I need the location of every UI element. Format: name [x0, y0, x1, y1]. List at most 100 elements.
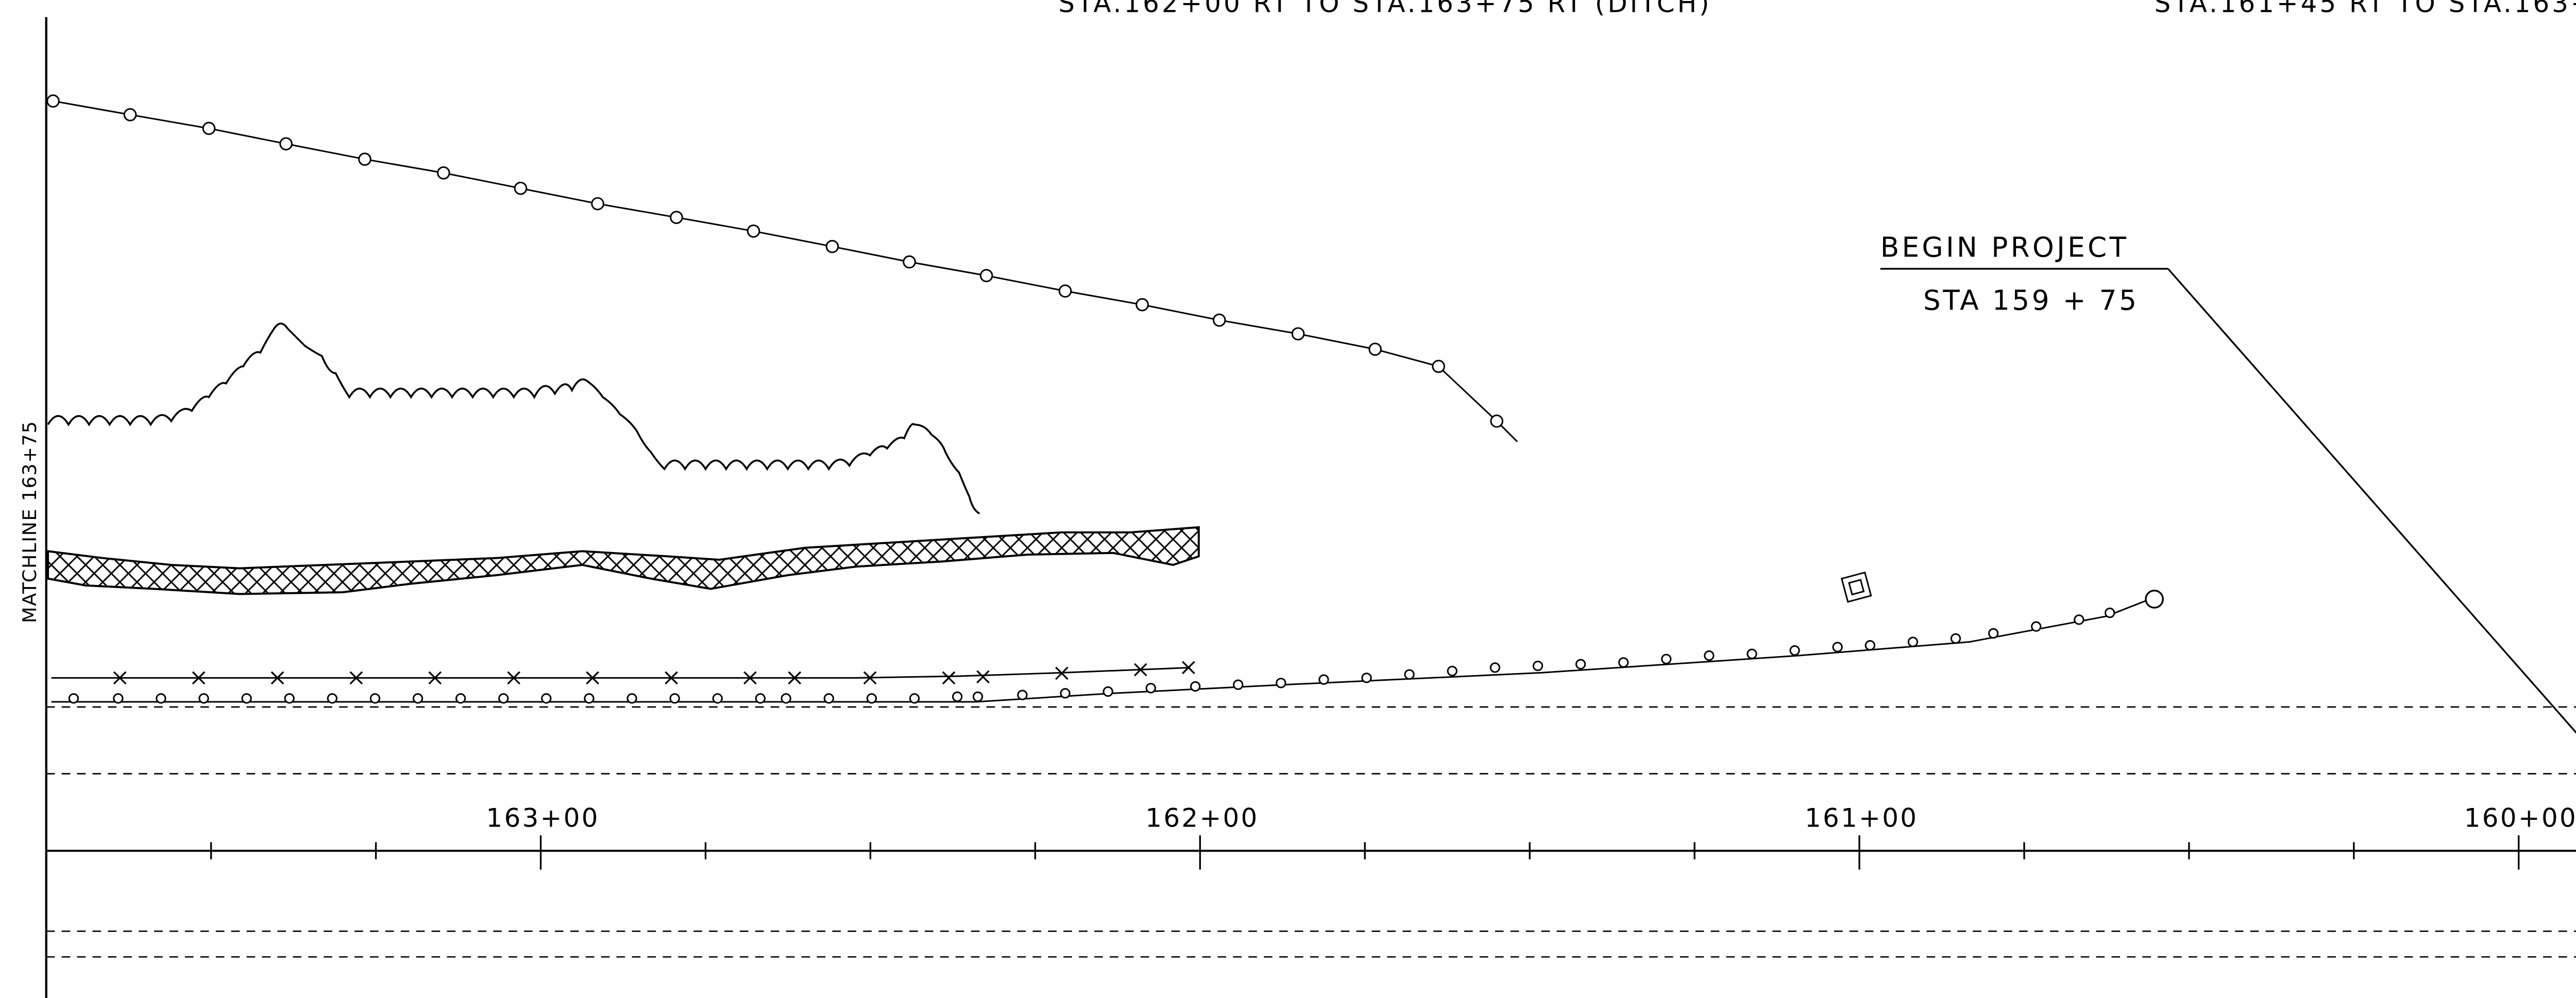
fence-x-mark: [1055, 666, 1069, 680]
utility-vertex-circle: [670, 211, 683, 225]
fence-x-mark: [1182, 661, 1195, 675]
edge-dot: [972, 691, 984, 702]
upper-utility-line: [53, 100, 1518, 442]
edge-dot: [498, 693, 509, 704]
fence-x-mark: [1133, 663, 1147, 677]
edge-dot: [1747, 648, 1757, 659]
edge-dot: [1276, 678, 1286, 689]
fence-x-mark: [665, 671, 678, 685]
edge-dot: [1789, 645, 1800, 656]
station-label-162: 162+00: [1145, 803, 1259, 833]
edge-dot: [2105, 607, 2115, 618]
edge-dot: [1532, 660, 1544, 672]
station-label-161: 161+00: [1805, 803, 1918, 833]
fence-x-mark: [976, 670, 990, 684]
edge-dot: [1865, 640, 1875, 651]
utility-vertex-circle: [279, 137, 293, 151]
fence-x-mark: [788, 671, 802, 685]
edge-dot: [1103, 686, 1113, 697]
edge-dot: [626, 693, 637, 704]
edge-dot: [455, 693, 466, 704]
edge-dot: [1907, 636, 1919, 647]
station-label-160: 160+00: [2464, 803, 2576, 833]
edge-dot: [327, 693, 337, 704]
edge-dot: [712, 693, 723, 704]
edge-dot: [541, 693, 552, 704]
edge-dot: [1832, 642, 1843, 652]
edge-dot: [1618, 657, 1629, 668]
utility-vertex-circle: [591, 197, 604, 211]
utility-vertex-circle: [1368, 342, 1382, 356]
utility-vertex-circle: [1058, 284, 1072, 298]
edge-dot: [1575, 659, 1586, 669]
fence-x-mark: [349, 671, 363, 685]
line-end-circle: [2145, 590, 2164, 609]
ditch-station-callout: STA.162+00 RT TO STA.163+75 RT (DITCH): [1058, 0, 1711, 18]
edge-dot: [1489, 662, 1500, 673]
edge-dot: [2031, 621, 2042, 632]
edge-dot: [1950, 633, 1961, 644]
edge-dot: [1318, 674, 1329, 685]
edge-dot: [952, 691, 963, 702]
utility-vertex-circle: [1291, 327, 1305, 341]
edge-dot: [68, 693, 79, 704]
edge-dot: [1361, 673, 1372, 683]
utility-vertex-circle: [202, 122, 216, 135]
station-ticks: [210, 835, 2520, 870]
matchline-label: MATCHLINE 163+75: [19, 420, 41, 623]
edge-dot: [1404, 669, 1415, 680]
edge-dot: [823, 693, 834, 704]
edge-dot: [669, 693, 680, 704]
edge-dot: [1145, 683, 1156, 694]
edge-dot: [1190, 681, 1201, 692]
edge-dot: [1233, 679, 1244, 690]
utility-vertex-circle: [1212, 313, 1226, 327]
utility-vertex-circle: [979, 269, 993, 283]
hatched-slope-area: [47, 526, 1200, 595]
edge-dot: [369, 693, 381, 704]
fence-x-mark: [428, 671, 442, 685]
utility-vertex-circle: [1136, 298, 1149, 312]
fence-x-markers: [113, 661, 1195, 685]
fence-x-mark: [192, 671, 206, 685]
fence-x-mark: [743, 671, 757, 685]
fence-x-mark: [863, 671, 877, 685]
fence-x-mark: [586, 671, 599, 685]
utility-vertex-circle: [1490, 414, 1503, 428]
utility-vertex-circle: [123, 108, 137, 122]
edge-dot: [2074, 614, 2084, 625]
edge-dot: [1017, 690, 1028, 700]
edge-dot: [113, 693, 124, 704]
begin-project-station: STA 159 + 75: [1923, 285, 2139, 317]
fence-x-mark: [942, 671, 956, 685]
edge-dot: [1060, 688, 1071, 699]
edge-dot: [909, 693, 920, 704]
begin-project-leader: [2167, 268, 2576, 734]
begin-project-label: BEGIN PROJECT: [1880, 232, 2129, 264]
edge-dot: [866, 693, 877, 704]
utility-vertex-circle: [747, 224, 760, 238]
edge-dot: [284, 693, 295, 704]
station-label-163: 163+00: [486, 803, 600, 833]
edge-dot: [198, 693, 209, 704]
utility-vertex-circle: [1432, 359, 1445, 373]
edge-dot: [1447, 665, 1458, 677]
fence-x-mark: [270, 671, 284, 685]
edge-dot: [412, 693, 423, 704]
edge-dot: [241, 693, 252, 704]
survey-marker-icon: [1840, 571, 1872, 603]
edge-dot: [1704, 650, 1715, 661]
utility-vertex-circle: [514, 181, 528, 195]
edge-dot: [1661, 653, 1672, 664]
edge-of-pavement-dots: [68, 607, 2115, 704]
edge-dot: [156, 693, 166, 704]
treeline-boundary: [47, 322, 980, 514]
utility-vertex-circle: [437, 166, 450, 180]
utility-vertex-circle: [358, 152, 371, 166]
fence-x-mark: [507, 671, 521, 685]
edge-dot: [1988, 628, 1999, 639]
fence-x-mark: [113, 671, 127, 685]
fence-line: [51, 666, 1191, 679]
utility-vertex-circle: [825, 239, 839, 253]
